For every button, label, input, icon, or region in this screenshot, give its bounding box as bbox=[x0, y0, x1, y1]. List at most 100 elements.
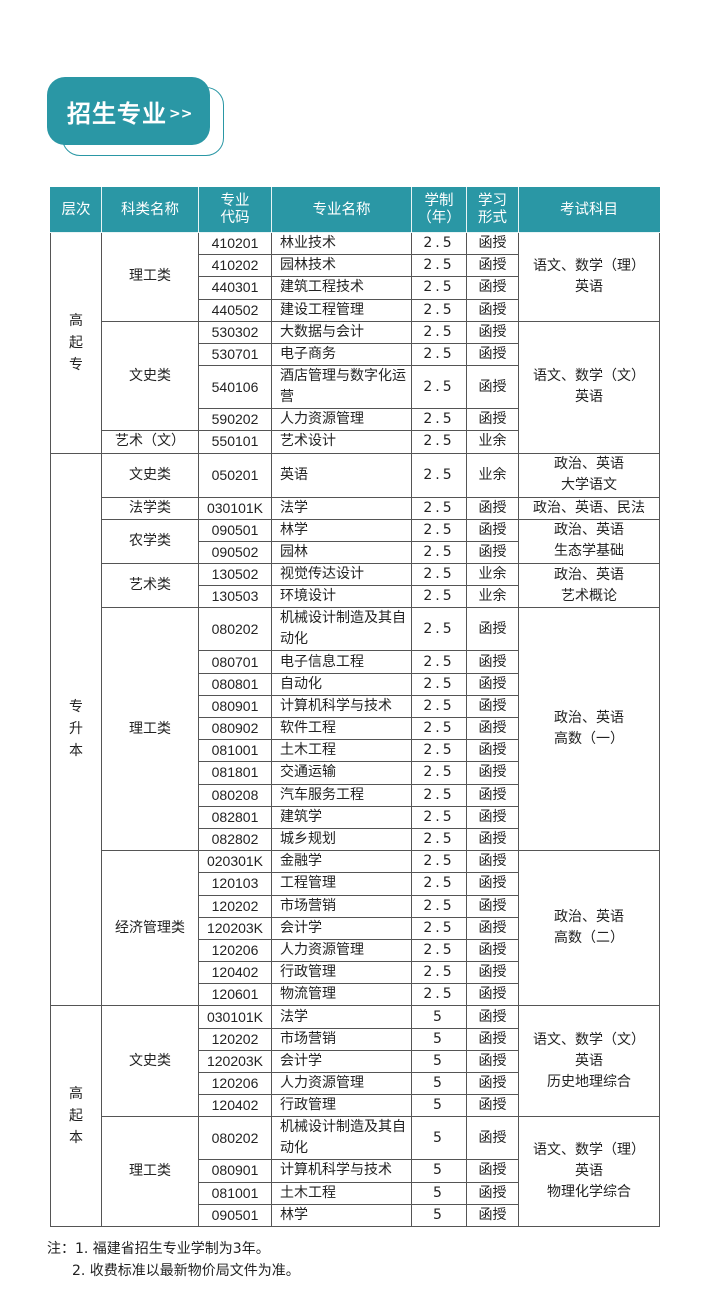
table-row: 120202 市场营销 2.5 函授 bbox=[51, 894, 660, 918]
major-name-cell: 土木工程 bbox=[271, 739, 412, 763]
years-cell: 2.5 bbox=[411, 607, 467, 652]
table-row: 文史类 530302 大数据与会计 2.5 函授 语文、数学（文） 英语 bbox=[51, 320, 660, 454]
study-mode-cell: 函授 bbox=[466, 254, 519, 278]
years-cell: 5 bbox=[411, 1071, 467, 1096]
major-name-cell: 建筑工程技术 bbox=[271, 276, 412, 300]
table-row: 540106 酒店管理与数字化运营 2.5 函授 bbox=[51, 365, 660, 410]
major-name-cell: 林业技术 bbox=[271, 231, 412, 256]
major-name-cell: 软件工程 bbox=[271, 716, 412, 741]
study-mode-cell: 函授 bbox=[466, 1159, 519, 1183]
level-cell: 高起本 bbox=[50, 1005, 102, 1227]
major-code-cell: 030101K bbox=[198, 496, 272, 520]
table-row: 080901 计算机科学与技术 2.5 函授 bbox=[51, 694, 660, 719]
table-row: 410202 园林技术 2.5 函授 bbox=[51, 254, 660, 278]
major-code-cell: 090502 bbox=[198, 540, 272, 565]
study-mode-cell: 函授 bbox=[466, 872, 519, 896]
table-row: 130503 环境设计 2.5 业余 bbox=[51, 585, 660, 609]
study-mode-cell: 函授 bbox=[466, 761, 519, 785]
note-1: 注：1. 福建省招生专业学制为3年。 bbox=[47, 1241, 270, 1257]
study-mode-cell: 函授 bbox=[466, 1094, 519, 1118]
years-cell: 2.5 bbox=[411, 872, 467, 896]
years-cell: 2.5 bbox=[411, 320, 467, 344]
major-name-cell: 林学 bbox=[271, 1203, 412, 1227]
years-cell: 2.5 bbox=[411, 254, 467, 278]
study-mode-cell: 函授 bbox=[466, 365, 519, 410]
major-name-cell: 工程管理 bbox=[271, 872, 412, 896]
years-cell: 2.5 bbox=[411, 716, 467, 741]
major-code-cell: 590202 bbox=[198, 408, 272, 432]
years-cell: 2.5 bbox=[411, 672, 467, 696]
header-level: 层次 bbox=[50, 187, 102, 233]
study-mode-cell: 函授 bbox=[466, 1005, 519, 1029]
major-code-cell: 050201 bbox=[198, 452, 272, 498]
table-row: 080902 软件工程 2.5 函授 bbox=[51, 716, 660, 741]
study-mode-cell: 函授 bbox=[466, 1071, 519, 1096]
years-cell: 2.5 bbox=[411, 827, 467, 852]
major-code-cell: 120206 bbox=[198, 1071, 272, 1096]
years-cell: 2.5 bbox=[411, 938, 467, 963]
study-mode-cell: 函授 bbox=[466, 320, 519, 344]
years-cell: 2.5 bbox=[411, 783, 467, 807]
years-cell: 5 bbox=[411, 1116, 467, 1161]
major-code-cell: 120203K bbox=[198, 1049, 272, 1074]
major-code-cell: 081001 bbox=[198, 739, 272, 763]
major-code-cell: 120206 bbox=[198, 938, 272, 963]
major-name-cell: 计算机科学与技术 bbox=[271, 1159, 412, 1183]
major-code-cell: 120202 bbox=[198, 894, 272, 918]
major-name-cell: 自动化 bbox=[271, 672, 412, 696]
exam-subjects-cell: 语文、数学（理） 英语 物理化学综合 bbox=[518, 1116, 660, 1227]
table-row: 440301 建筑工程技术 2.5 函授 bbox=[51, 276, 660, 300]
study-mode-cell: 函授 bbox=[466, 342, 519, 367]
majors-table: 层次 科类名称 专业 代码 专业名称 学制 （年） 学习 形式 考试科目 高起专 理工类 410… bbox=[50, 187, 660, 1227]
study-mode-cell: 函授 bbox=[466, 1116, 519, 1161]
major-name-cell: 电子商务 bbox=[271, 342, 412, 367]
major-name-cell: 建设工程管理 bbox=[271, 298, 412, 322]
major-name-cell: 园林 bbox=[271, 540, 412, 565]
major-code-cell: 082802 bbox=[198, 827, 272, 852]
major-code-cell: 440301 bbox=[198, 276, 272, 300]
header-category: 科类名称 bbox=[101, 187, 199, 233]
table-row: 120402 行政管理 2.5 函授 bbox=[51, 961, 660, 985]
exam-subjects-cell: 政治、英语 生态学基础 bbox=[518, 518, 660, 565]
major-name-cell: 大数据与会计 bbox=[271, 320, 412, 344]
years-cell: 2.5 bbox=[411, 916, 467, 940]
header-study-mode: 学习 形式 bbox=[466, 187, 519, 233]
table-row: 120206 人力资源管理 5 函授 bbox=[51, 1071, 660, 1096]
study-mode-cell: 函授 bbox=[466, 938, 519, 963]
note-2: 2. 收费标准以最新物价局文件为准。 bbox=[72, 1263, 300, 1279]
major-name-cell: 计算机科学与技术 bbox=[271, 694, 412, 719]
years-cell: 2.5 bbox=[411, 694, 467, 719]
major-code-cell: 080901 bbox=[198, 694, 272, 719]
category-cell: 农学类 bbox=[101, 518, 199, 565]
category-cell: 理工类 bbox=[101, 607, 199, 852]
table-row: 120601 物流管理 2.5 函授 bbox=[51, 983, 660, 1007]
major-code-cell: 080902 bbox=[198, 716, 272, 741]
years-cell: 2.5 bbox=[411, 761, 467, 785]
major-code-cell: 030101K bbox=[198, 1005, 272, 1029]
study-mode-cell: 业余 bbox=[466, 585, 519, 609]
study-mode-cell: 函授 bbox=[466, 607, 519, 652]
header-exam-subjects: 考试科目 bbox=[518, 187, 660, 233]
major-name-cell: 机械设计制造及其自动化 bbox=[271, 607, 412, 652]
category-cell: 理工类 bbox=[101, 232, 199, 322]
major-name-cell: 市场营销 bbox=[271, 1027, 412, 1051]
major-name-cell: 交通运输 bbox=[271, 761, 412, 785]
table-row: 120103 工程管理 2.5 函授 bbox=[51, 872, 660, 896]
study-mode-cell: 函授 bbox=[466, 1181, 519, 1205]
major-name-cell: 艺术设计 bbox=[271, 430, 412, 454]
table-row: 082802 城乡规划 2.5 函授 bbox=[51, 827, 660, 852]
major-name-cell: 人力资源管理 bbox=[271, 408, 412, 432]
study-mode-cell: 函授 bbox=[466, 827, 519, 852]
study-mode-cell: 业余 bbox=[466, 452, 519, 498]
study-mode-cell: 函授 bbox=[466, 231, 519, 256]
exam-subjects-cell: 语文、数学（文） 英语 历史地理综合 bbox=[518, 1005, 660, 1118]
major-code-cell: 080701 bbox=[198, 650, 272, 674]
category-cell: 艺术类 bbox=[101, 563, 199, 609]
study-mode-cell: 函授 bbox=[466, 739, 519, 763]
major-name-cell: 人力资源管理 bbox=[271, 1071, 412, 1096]
years-cell: 5 bbox=[411, 1049, 467, 1074]
major-code-cell: 120402 bbox=[198, 961, 272, 985]
table-row: 590202 人力资源管理 2.5 函授 bbox=[51, 408, 660, 432]
major-code-cell: 081001 bbox=[198, 1181, 272, 1205]
study-mode-cell: 函授 bbox=[466, 650, 519, 674]
